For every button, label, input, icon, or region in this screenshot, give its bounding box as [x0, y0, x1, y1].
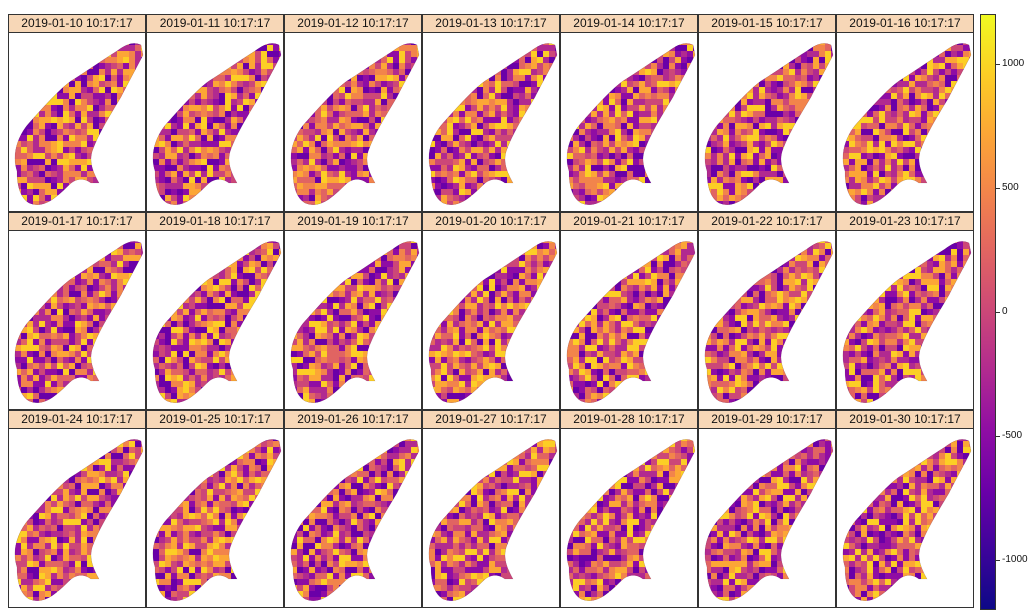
raster-map [428, 439, 558, 601]
panel-date-label: 2019-01-10 10:17:17 [9, 15, 145, 33]
map-panel: 2019-01-22 10:17:17 [698, 212, 836, 410]
map-panel: 2019-01-29 10:17:17 [698, 410, 836, 608]
raster-map [290, 43, 420, 205]
colorbar-tick-label: -500 [1002, 430, 1023, 442]
map-panel: 2019-01-23 10:17:17 [836, 212, 974, 410]
colorbar-legend: 1000 500 0 -500 -1000 [980, 14, 1034, 610]
colorbar-tick [996, 560, 1000, 562]
map-panel: 2019-01-21 10:17:17 [560, 212, 698, 410]
raster-map [428, 241, 558, 403]
colorbar-tick [996, 63, 1000, 65]
panel-date-label: 2019-01-24 10:17:17 [9, 411, 145, 429]
map-panel: 2019-01-25 10:17:17 [146, 410, 284, 608]
panel-date-label: 2019-01-11 10:17:17 [147, 15, 283, 33]
panel-date-label: 2019-01-19 10:17:17 [285, 213, 421, 231]
map-panel: 2019-01-10 10:17:17 [8, 14, 146, 212]
raster-map [566, 241, 696, 403]
map-panel: 2019-01-16 10:17:17 [836, 14, 974, 212]
panel-date-label: 2019-01-30 10:17:17 [837, 411, 973, 429]
raster-map [842, 439, 972, 601]
map-panel: 2019-01-18 10:17:17 [146, 212, 284, 410]
panel-date-label: 2019-01-14 10:17:17 [561, 15, 697, 33]
map-panel: 2019-01-19 10:17:17 [284, 212, 422, 410]
panel-date-label: 2019-01-28 10:17:17 [561, 411, 697, 429]
colorbar-tick [996, 436, 1000, 438]
raster-map [14, 241, 144, 403]
colorbar [980, 14, 996, 610]
panel-date-label: 2019-01-18 10:17:17 [147, 213, 283, 231]
raster-map [290, 439, 420, 601]
raster-map [704, 439, 834, 601]
raster-map [842, 241, 972, 403]
map-panel: 2019-01-27 10:17:17 [422, 410, 560, 608]
panel-date-label: 2019-01-13 10:17:17 [423, 15, 559, 33]
raster-map [704, 241, 834, 403]
panel-date-label: 2019-01-15 10:17:17 [699, 15, 835, 33]
map-panel: 2019-01-13 10:17:17 [422, 14, 560, 212]
raster-map [14, 439, 144, 601]
map-panel: 2019-01-17 10:17:17 [8, 212, 146, 410]
panel-date-label: 2019-01-27 10:17:17 [423, 411, 559, 429]
map-panel: 2019-01-30 10:17:17 [836, 410, 974, 608]
colorbar-tick-label: 1000 [1002, 57, 1025, 69]
raster-map [152, 439, 282, 601]
panel-date-label: 2019-01-29 10:17:17 [699, 411, 835, 429]
panel-date-label: 2019-01-22 10:17:17 [699, 213, 835, 231]
colorbar-tick [996, 187, 1000, 189]
map-panel: 2019-01-20 10:17:17 [422, 212, 560, 410]
raster-map [428, 43, 558, 205]
raster-map [152, 43, 282, 205]
colorbar-tick-label: 0 [1002, 306, 1008, 317]
map-panel: 2019-01-15 10:17:17 [698, 14, 836, 212]
colorbar-tick-label: -1000 [1002, 554, 1028, 566]
panel-date-label: 2019-01-17 10:17:17 [9, 213, 145, 231]
map-panel: 2019-01-14 10:17:17 [560, 14, 698, 212]
panel-date-label: 2019-01-25 10:17:17 [147, 411, 283, 429]
colorbar-tick-label: 500 [1002, 181, 1019, 193]
raster-map [14, 43, 144, 205]
map-panel: 2019-01-26 10:17:17 [284, 410, 422, 608]
panel-date-label: 2019-01-23 10:17:17 [837, 213, 973, 231]
panel-date-label: 2019-01-26 10:17:17 [285, 411, 421, 429]
raster-map [842, 43, 972, 205]
panel-date-label: 2019-01-21 10:17:17 [561, 213, 697, 231]
map-panel: 2019-01-12 10:17:17 [284, 14, 422, 212]
panel-date-label: 2019-01-16 10:17:17 [837, 15, 973, 33]
map-panel: 2019-01-11 10:17:17 [146, 14, 284, 212]
raster-map [152, 241, 282, 403]
raster-map [566, 439, 696, 601]
colorbar-tick [996, 312, 1000, 313]
map-panel: 2019-01-28 10:17:17 [560, 410, 698, 608]
raster-map [290, 241, 420, 403]
panel-date-label: 2019-01-12 10:17:17 [285, 15, 421, 33]
map-panel: 2019-01-24 10:17:17 [8, 410, 146, 608]
panel-date-label: 2019-01-20 10:17:17 [423, 213, 559, 231]
raster-map [704, 43, 834, 205]
raster-map [566, 43, 696, 205]
